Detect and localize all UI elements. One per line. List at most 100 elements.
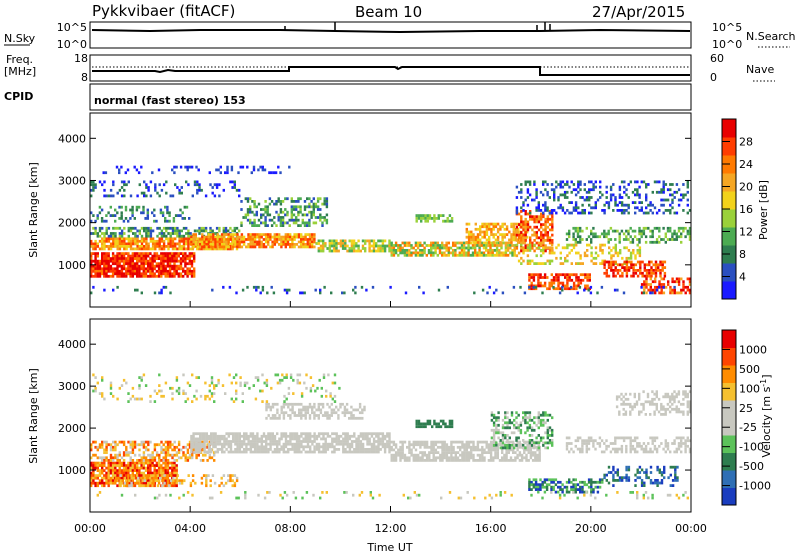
heatmap-cell (203, 440, 206, 443)
heatmap-cell (600, 232, 604, 236)
heatmap-cell (284, 411, 288, 415)
heatmap-cell (343, 414, 347, 417)
heatmap-cell (558, 291, 562, 295)
heatmap-cell (517, 251, 521, 255)
heatmap-cell (638, 229, 641, 233)
heatmap-cell (295, 445, 299, 449)
heatmap-cell (469, 246, 472, 250)
heatmap-cell (90, 183, 93, 187)
heatmap-cell (188, 165, 192, 169)
heatmap-cell (229, 242, 232, 246)
heatmap-cell (361, 411, 364, 415)
heatmap-cell (289, 408, 292, 412)
heatmap-cell (133, 267, 137, 271)
heatmap-cell (463, 251, 466, 255)
heatmap-cell (276, 408, 279, 412)
heatmap-cell (209, 247, 212, 251)
heatmap-cell (177, 451, 181, 454)
heatmap-cell (203, 432, 206, 436)
heatmap-cell (173, 469, 176, 472)
heatmap-cell (122, 451, 126, 454)
heatmap-cell (585, 226, 588, 230)
heatmap-cell (523, 241, 527, 244)
heatmap-cell (295, 402, 299, 406)
heatmap-cell (636, 249, 639, 252)
freq-right-tick-bottom: 0 (710, 71, 717, 84)
heatmap-cell (194, 481, 197, 485)
heatmap-cell (107, 237, 111, 241)
heatmap-cell (171, 229, 175, 233)
heatmap-cell (364, 247, 367, 250)
heatmap-cell (107, 252, 110, 255)
heatmap-cell (414, 253, 418, 257)
heatmap-cell (544, 201, 547, 204)
heatmap-cell (612, 246, 615, 250)
heatmap-cell (140, 466, 143, 470)
heatmap-cell (125, 451, 128, 454)
heatmap-cell (377, 247, 380, 250)
heatmap-cell (144, 461, 148, 465)
heatmap-cell (245, 432, 248, 436)
heatmap-cell (640, 285, 643, 289)
heatmap-cell (154, 245, 157, 248)
heatmap-cell (198, 232, 201, 235)
heatmap-cell (131, 264, 134, 268)
heatmap-cell (253, 218, 256, 222)
heatmap-cell (310, 200, 313, 203)
heatmap-cell (199, 445, 202, 449)
heatmap-cell (478, 440, 482, 444)
heatmap-cell (158, 183, 161, 187)
heatmap-cell (408, 443, 411, 447)
heatmap-cell (265, 437, 268, 441)
heatmap-cell (616, 288, 619, 292)
heatmap-cell (627, 196, 630, 199)
heatmap-cell (260, 243, 263, 246)
heatmap-cell (405, 241, 409, 245)
heatmap-cell (205, 238, 208, 241)
heatmap-cell (381, 434, 385, 438)
heatmap-cell (238, 235, 241, 239)
heatmap-cell (585, 196, 589, 199)
heatmap-cell (397, 244, 400, 247)
heatmap-cell (262, 434, 266, 438)
heatmap-cell (297, 224, 300, 227)
heatmap-cell (184, 254, 187, 258)
heatmap-cell (120, 259, 124, 263)
heatmap-cell (313, 402, 316, 406)
heatmap-cell (375, 445, 378, 449)
heatmap-cell (419, 251, 422, 255)
heatmap-cell (191, 194, 194, 198)
heatmap-cell (267, 238, 270, 241)
heatmap-cell (441, 253, 444, 257)
heatmap-cell (188, 269, 191, 273)
heatmap-cell (90, 262, 93, 266)
heatmap-cell (515, 196, 519, 199)
heatmap-cell (328, 414, 331, 417)
heatmap-cell (335, 437, 338, 441)
heatmap-cell (426, 214, 429, 217)
heatmap-cell (175, 484, 178, 488)
heatmap-cell (394, 244, 398, 247)
heatmap-cell (164, 469, 167, 472)
heatmap-cell (186, 272, 189, 276)
heatmap-cell (173, 262, 176, 266)
heatmap-cell (352, 414, 355, 417)
heatmap-cell (131, 479, 134, 483)
heatmap-cell (125, 466, 128, 470)
power-colorbar-tick-label: 4 (739, 271, 746, 284)
heatmap-cell (105, 448, 108, 452)
heatmap-cell (176, 479, 179, 483)
heatmap-cell (520, 262, 523, 265)
heatmap-cell (199, 434, 202, 438)
heatmap-cell (482, 244, 486, 247)
heatmap-cell (120, 274, 124, 278)
heatmap-cell (197, 168, 200, 172)
heatmap-cell (147, 440, 150, 444)
heatmap-cell (118, 264, 121, 268)
heatmap-cell (485, 238, 489, 242)
heatmap-cell (570, 190, 573, 194)
heatmap-cell (114, 259, 117, 263)
heatmap-cell (103, 180, 106, 184)
heatmap-cell (262, 243, 266, 246)
heatmap-cell (187, 242, 190, 246)
